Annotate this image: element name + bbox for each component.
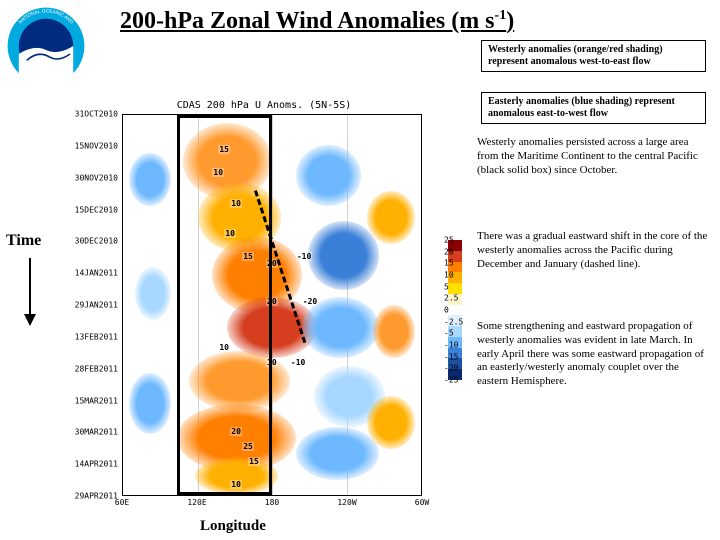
hovmoller-chart: CDAS 200 hPa U Anoms. (5N-5S) 31OCT2010 1…	[64, 100, 464, 508]
anomaly-blob	[367, 396, 415, 449]
time-arrow-icon	[22, 258, 38, 328]
colorbar-tick: -15	[444, 352, 458, 361]
title-sup: -1	[495, 8, 507, 23]
plot-area: 151010101520-1020-201010-1020251510	[122, 114, 422, 496]
anomaly-blob	[135, 267, 171, 320]
noaa-logo: NATIONAL OCEANIC AND	[6, 6, 86, 86]
colorbar-tick: 5	[444, 282, 449, 291]
colorbar-tick: -10	[444, 341, 458, 350]
chart-title: CDAS 200 hPa U Anoms. (5N-5S)	[64, 100, 464, 111]
y-tick: 29JAN2011	[75, 301, 118, 310]
y-tick: 30NOV2010	[75, 173, 118, 182]
longitude-axis-label: Longitude	[200, 518, 266, 535]
anomaly-blob	[373, 305, 415, 358]
y-tick: 30DEC2010	[75, 237, 118, 246]
colorbar-swatch	[448, 305, 462, 316]
legend-westerly: Westerly anomalies (orange/red shading) …	[481, 40, 706, 72]
para-1: Westerly anomalies persisted across a la…	[477, 136, 712, 177]
contour-label: -20	[302, 297, 318, 306]
colorbar-tick: 10	[444, 271, 454, 280]
y-tick: 15DEC2010	[75, 205, 118, 214]
x-tick: 120W	[337, 498, 356, 507]
colorbar-tick: -25	[444, 376, 458, 385]
anomaly-blob	[296, 145, 362, 206]
time-axis-label: Time	[6, 232, 41, 250]
anomaly-blob	[308, 221, 380, 289]
x-tick: 120E	[187, 498, 206, 507]
title-close: )	[506, 8, 514, 34]
y-tick: 15MAR2011	[75, 396, 118, 405]
anomaly-blob	[302, 297, 379, 358]
title-text: 200-hPa Zonal Wind Anomalies (m s	[120, 8, 495, 34]
contour-label: -10	[296, 252, 312, 261]
contour-label: -10	[290, 358, 306, 367]
colorbar-tick: 15	[444, 259, 454, 268]
x-tick: 60E	[115, 498, 129, 507]
y-tick: 14JAN2011	[75, 269, 118, 278]
colorbar-labels: 2520151052.50-2.5-5-10-15-20-25	[426, 240, 446, 380]
colorbar-tick: -2.5	[444, 317, 463, 326]
y-tick: 15NOV2010	[75, 141, 118, 150]
y-tick: 31OCT2010	[75, 110, 118, 119]
y-tick: 28FEB2011	[75, 364, 118, 373]
anomaly-blob	[296, 427, 379, 480]
anomaly-blob	[129, 153, 171, 206]
y-tick: 29APR2011	[75, 492, 118, 501]
colorbar-tick: -20	[444, 364, 458, 373]
anomaly-blob	[129, 373, 171, 434]
legend-easterly: Easterly anomalies (blue shading) repres…	[481, 92, 706, 124]
colorbar-tick: 25	[444, 236, 454, 245]
para-2: There was a gradual eastward shift in th…	[477, 230, 712, 271]
highlight-box	[177, 115, 272, 495]
colorbar-tick: 0	[444, 306, 449, 315]
colorbar-tick: -5	[444, 329, 454, 338]
colorbar-tick: 20	[444, 247, 454, 256]
y-tick: 13FEB2011	[75, 332, 118, 341]
y-axis: 31OCT201015NOV201030NOV201015DEC201030DE…	[64, 114, 120, 496]
x-tick: 180	[265, 498, 279, 507]
page-title: 200-hPa Zonal Wind Anomalies (m s-1)	[120, 8, 514, 35]
y-tick: 30MAR2011	[75, 428, 118, 437]
colorbar-tick: 2.5	[444, 294, 458, 303]
x-tick: 60W	[415, 498, 429, 507]
anomaly-blob	[367, 191, 415, 244]
y-tick: 14APR2011	[75, 460, 118, 469]
colorbar-swatch	[448, 283, 462, 294]
para-3: Some strengthening and eastward propagat…	[477, 320, 712, 389]
